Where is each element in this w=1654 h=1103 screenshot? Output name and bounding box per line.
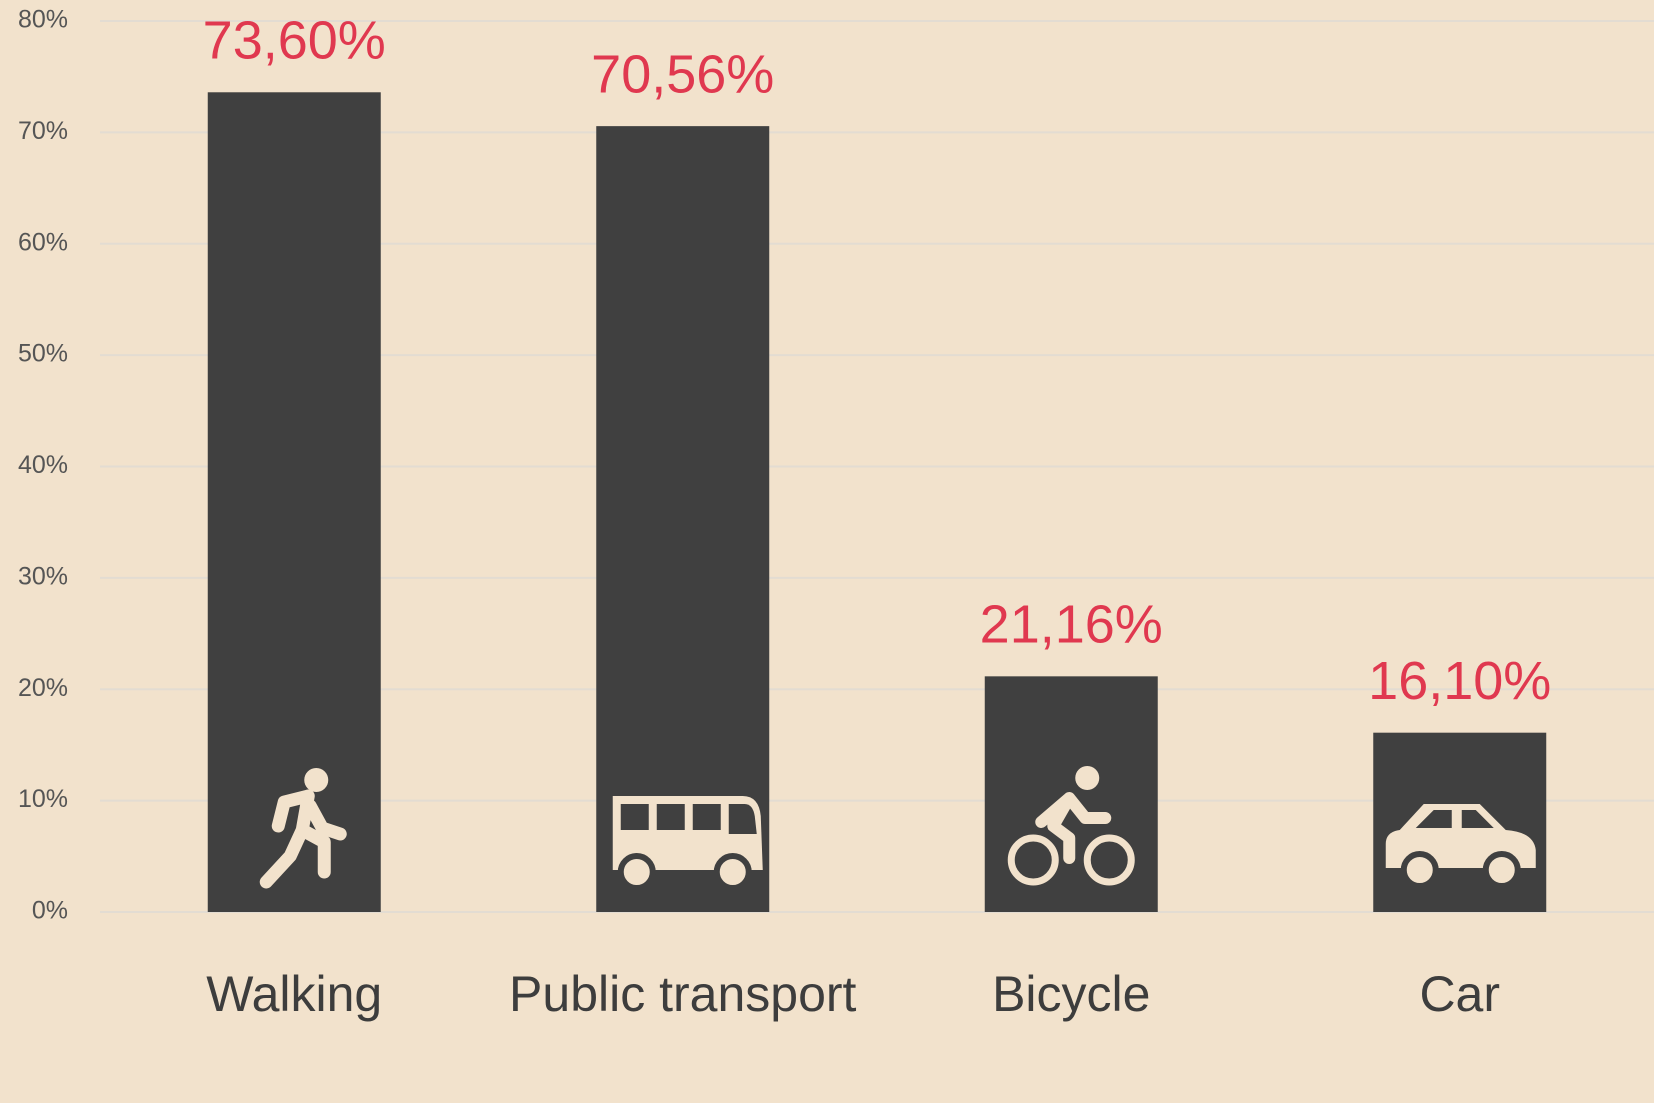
icon (1035, 792, 1112, 864)
y-tick-label: 20% (18, 674, 68, 702)
bar-icon (259, 768, 347, 889)
bar (596, 126, 770, 912)
icon (1007, 834, 1059, 886)
x-tick-label: Bicycle (992, 966, 1151, 1022)
y-tick-label: 70% (18, 117, 68, 145)
y-tick-label: 80% (18, 6, 68, 34)
icon (713, 853, 752, 891)
icon (620, 804, 649, 830)
x-tick-label: Walking (206, 966, 383, 1022)
value-label: 16,10% (1368, 651, 1551, 711)
icon (612, 796, 763, 870)
icon (617, 853, 656, 891)
icon (728, 804, 757, 834)
icon (1415, 810, 1494, 828)
y-tick-label: 10% (18, 785, 68, 813)
y-tick-label: 60% (18, 228, 68, 256)
y-tick-label: 30% (18, 562, 68, 590)
value-label: 70,56% (591, 44, 774, 104)
x-tick-label: Car (1419, 966, 1501, 1022)
bar-icon (612, 796, 763, 891)
icon (656, 804, 685, 830)
bar-icon (1007, 766, 1135, 886)
icon (692, 804, 721, 830)
icon (1083, 834, 1135, 886)
y-tick-label: 50% (18, 340, 68, 368)
icon (304, 768, 329, 792)
icon (259, 789, 347, 889)
y-tick-label: 40% (18, 451, 68, 479)
x-tick-label: Public transport (509, 966, 857, 1022)
y-tick-label: 0% (32, 897, 68, 925)
icon (1482, 851, 1521, 889)
icon (1075, 766, 1100, 790)
bar-icon (1385, 804, 1536, 889)
value-label: 21,16% (980, 595, 1163, 655)
value-label: 73,60% (203, 11, 386, 71)
bar (207, 92, 381, 912)
icon (1400, 851, 1439, 889)
